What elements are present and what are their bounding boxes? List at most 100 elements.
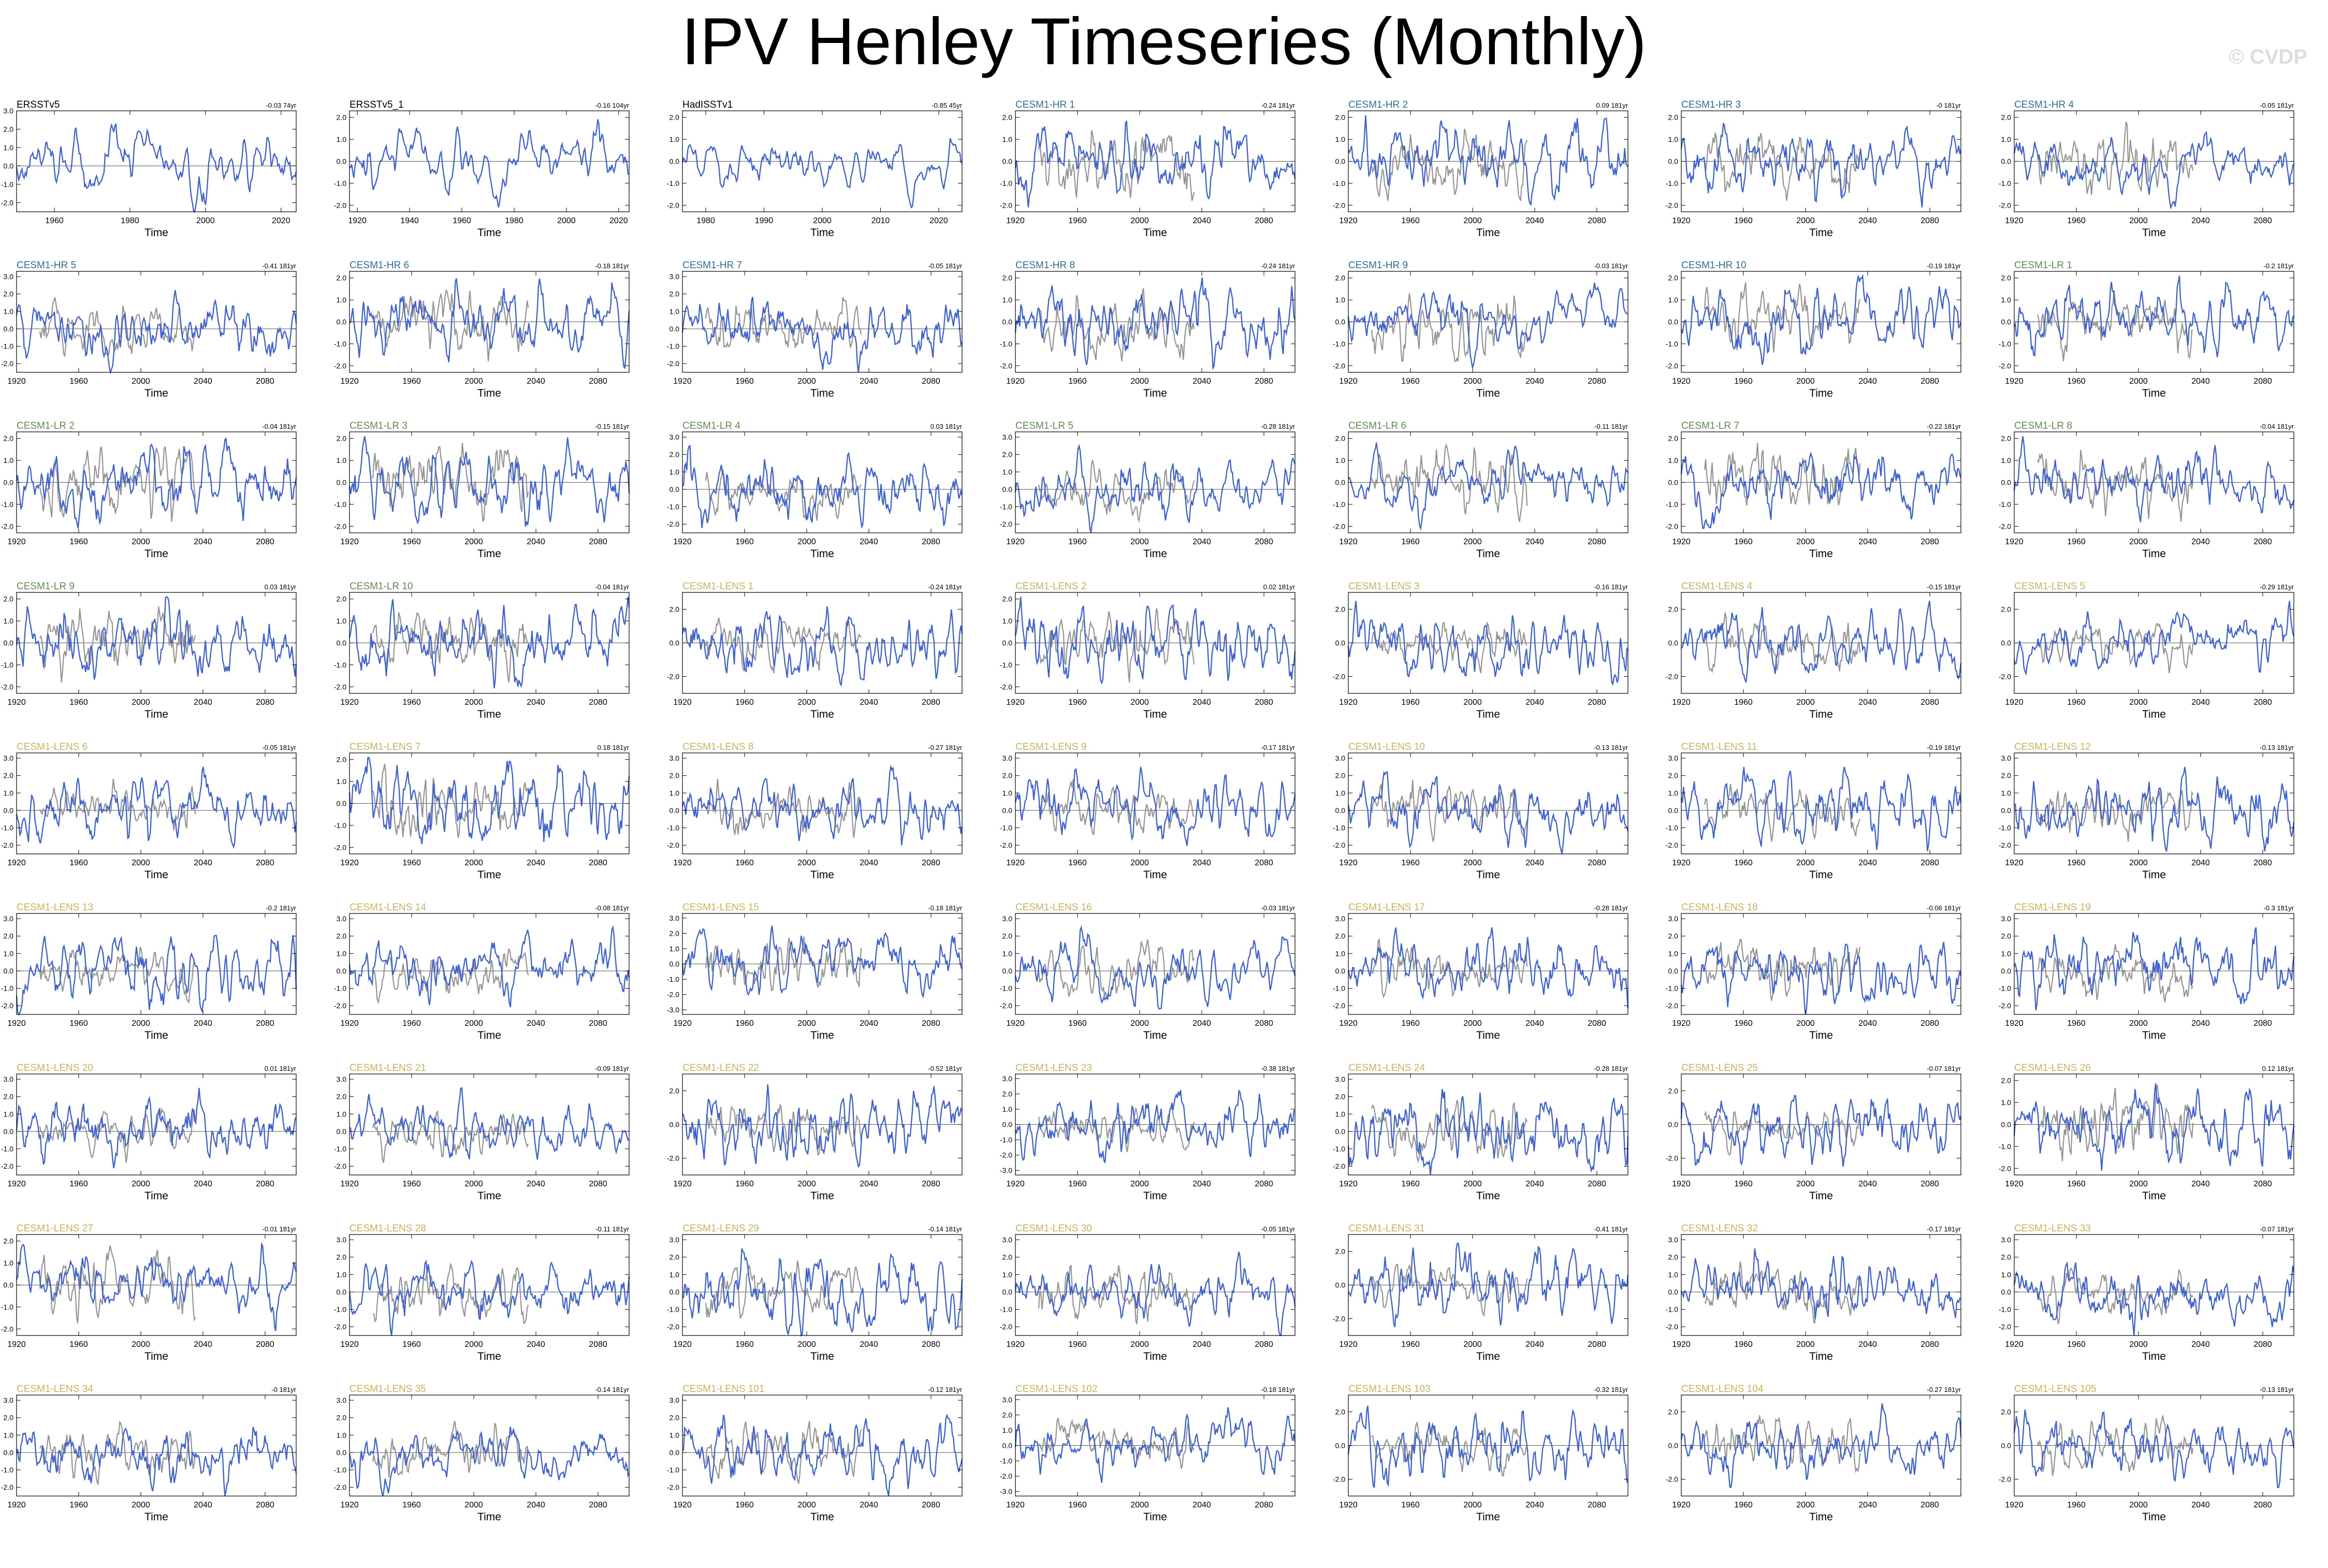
- y-tick-label: 1.0: [337, 296, 347, 304]
- x-axis-label: Time: [810, 1511, 834, 1523]
- chart-panel: CESM1-LR 10 -0.04 181yr 2.0 1.0 0.0 -1.0 -2.0 1…: [319, 577, 651, 732]
- model-series-line: [1014, 278, 1296, 370]
- y-tick-label: 1.0: [1668, 949, 1679, 957]
- y-tick-label: 1.0: [2001, 456, 2012, 464]
- trend-label: -0.04 181yr: [595, 583, 629, 591]
- y-tick-label: 3.0: [1002, 914, 1013, 923]
- y-tick-label: 2.0: [1002, 1090, 1013, 1098]
- x-tick-label: 1960: [1734, 1501, 1753, 1509]
- x-tick-label: 2080: [589, 698, 607, 707]
- y-tick-label: 3.0: [337, 1236, 347, 1244]
- y-tick-label: -1.0: [667, 179, 679, 187]
- chart-panel: CESM1-LENS 6 -0.05 181yr 3.0 2.0 1.0 0.0 -1.0 -…: [0, 737, 318, 893]
- x-tick-label: 2080: [1588, 377, 1606, 386]
- observations-series-line: [705, 936, 862, 992]
- x-tick-label: 2080: [589, 1019, 607, 1028]
- x-axis-label: Time: [2142, 869, 2166, 881]
- x-tick-label: 2080: [922, 1019, 940, 1028]
- y-tick-label: -1.0: [1000, 340, 1012, 348]
- chart-svg: CESM1-LENS 22 -0.52 181yr 2.0 0.0 -2.0 1920 19…: [667, 1063, 963, 1202]
- model-series-line: [1347, 927, 1629, 1009]
- x-tick-label: 2000: [1463, 1180, 1482, 1188]
- y-tick-label: -1.0: [1666, 179, 1678, 187]
- x-tick-label: 1920: [1339, 1180, 1358, 1188]
- chart-panel: ERSSTv5 -0.03 74yr 3.0 2.0 1.0 0.0 -1.0 -2.0 196…: [0, 95, 318, 251]
- panel-title: CESM1-LENS 33: [2014, 1223, 2091, 1234]
- y-tick-label: 0.0: [4, 1448, 14, 1457]
- observations-series-line: [2037, 1267, 2194, 1326]
- chart-svg: CESM1-LENS 30 -0.05 181yr 3.0 2.0 1.0 0.0 -1.0…: [1000, 1223, 1296, 1362]
- y-tick-label: 0.0: [1335, 1281, 1346, 1289]
- y-tick-label: 2.0: [1002, 451, 1013, 459]
- x-axis-label: Time: [810, 1190, 834, 1202]
- model-series-line: [1680, 451, 1962, 530]
- chart-svg: CESM1-LENS 16 -0.03 181yr 3.0 2.0 1.0 0.0 -1.0…: [1000, 902, 1296, 1041]
- y-tick-label: 2.0: [1002, 595, 1013, 603]
- y-tick-label: 3.0: [1335, 1075, 1346, 1083]
- y-tick-label: -1.0: [1, 1145, 13, 1153]
- x-tick-label: 2000: [464, 859, 483, 867]
- panel-title: CESM1-HR 2: [1348, 99, 1408, 110]
- x-tick-label: 2000: [797, 538, 816, 546]
- y-tick-label: -1.0: [1999, 824, 2011, 832]
- panel-title: CESM1-HR 8: [1015, 260, 1075, 271]
- x-axis-label: Time: [1476, 708, 1500, 720]
- y-tick-label: 3.0: [1668, 914, 1679, 923]
- x-tick-label: 2040: [860, 698, 878, 707]
- chart-panel: CESM1-HR 9 -0.03 181yr 2.0 1.0 0.0 -1.0 -2.0 19…: [1318, 256, 1650, 411]
- y-tick-label: 1.0: [337, 135, 347, 143]
- trend-label: -0.3 181yr: [2263, 904, 2294, 912]
- x-tick-label: 1960: [2067, 377, 2086, 386]
- y-tick-label: 0.0: [1335, 639, 1346, 647]
- y-tick-label: 2.0: [1668, 1408, 1679, 1416]
- y-tick-label: 0.0: [4, 967, 14, 975]
- y-tick-label: -1.0: [1000, 824, 1012, 832]
- chart-panel: CESM1-LENS 19 -0.3 181yr 3.0 2.0 1.0 0.0 -1.0 -…: [1984, 898, 2316, 1053]
- x-tick-label: 2040: [2191, 538, 2210, 546]
- y-tick-label: 2.0: [337, 595, 347, 603]
- y-tick-label: -1.0: [1666, 1305, 1678, 1314]
- x-axis-label: Time: [477, 227, 501, 239]
- x-tick-label: 1920: [1672, 538, 1691, 546]
- x-tick-label: 2040: [860, 1019, 878, 1028]
- model-series-line: [2013, 927, 2295, 1011]
- x-axis-label: Time: [1143, 1511, 1167, 1523]
- y-tick-label: 2.0: [1002, 1253, 1013, 1261]
- y-tick-label: -2.0: [667, 520, 679, 528]
- y-tick-label: 1.0: [4, 1259, 14, 1267]
- chart-panel: CESM1-LENS 25 -0.07 181yr 2.0 0.0 -2.0 1920 19…: [1651, 1058, 1983, 1214]
- y-tick-label: 0.0: [2001, 1442, 2012, 1450]
- y-tick-label: -1.0: [1333, 500, 1345, 509]
- y-tick-label: 3.0: [1668, 754, 1679, 762]
- x-axis-label: Time: [1809, 1351, 1833, 1362]
- y-tick-label: -1.0: [1000, 661, 1012, 669]
- x-tick-label: 2000: [132, 859, 150, 867]
- y-tick-label: -1.0: [334, 500, 346, 509]
- x-tick-label: 1960: [402, 698, 421, 707]
- plot-frame: [1681, 913, 1961, 1015]
- trend-label: -0.18 181yr: [928, 904, 962, 912]
- observations-series-line: [2036, 121, 2194, 195]
- x-tick-label: 2000: [2129, 1180, 2148, 1188]
- x-axis-label: Time: [1476, 1029, 1500, 1041]
- x-axis-label: Time: [810, 869, 834, 881]
- chart-svg: CESM1-LENS 32 -0.17 181yr 3.0 2.0 1.0 0.0 -1.0…: [1666, 1223, 1961, 1362]
- x-tick-label: 2040: [1858, 216, 1877, 225]
- model-series-line: [1347, 1405, 1628, 1488]
- y-tick-label: -2.0: [334, 522, 346, 530]
- trend-label: -0.41 181yr: [1594, 1225, 1628, 1233]
- chart-svg: CESM1-LENS 26 0.12 181yr 2.0 1.0 0.0 -1.0 -2.0…: [1999, 1063, 2295, 1202]
- x-tick-label: 1960: [735, 1340, 754, 1349]
- y-tick-label: -2.0: [1000, 520, 1012, 528]
- chart-svg: CESM1-LR 9 0.03 181yr 2.0 1.0 0.0 -1.0 -2.0 192…: [1, 581, 297, 720]
- model-series-line: [682, 1084, 963, 1168]
- x-tick-label: 2080: [1255, 859, 1273, 867]
- y-tick-label: 2.0: [2001, 605, 2012, 614]
- x-tick-label: 2040: [1525, 538, 1544, 546]
- y-tick-label: -2.0: [1333, 1315, 1345, 1323]
- x-tick-label: 2040: [2191, 698, 2210, 707]
- chart-panel: CESM1-LENS 11 -0.19 181yr 3.0 2.0 1.0 0.0 -1.0…: [1651, 737, 1983, 893]
- y-tick-label: -1.0: [1333, 824, 1345, 832]
- y-tick-label: -1.0: [1999, 1142, 2011, 1151]
- y-tick-label: -2.0: [1000, 1323, 1012, 1331]
